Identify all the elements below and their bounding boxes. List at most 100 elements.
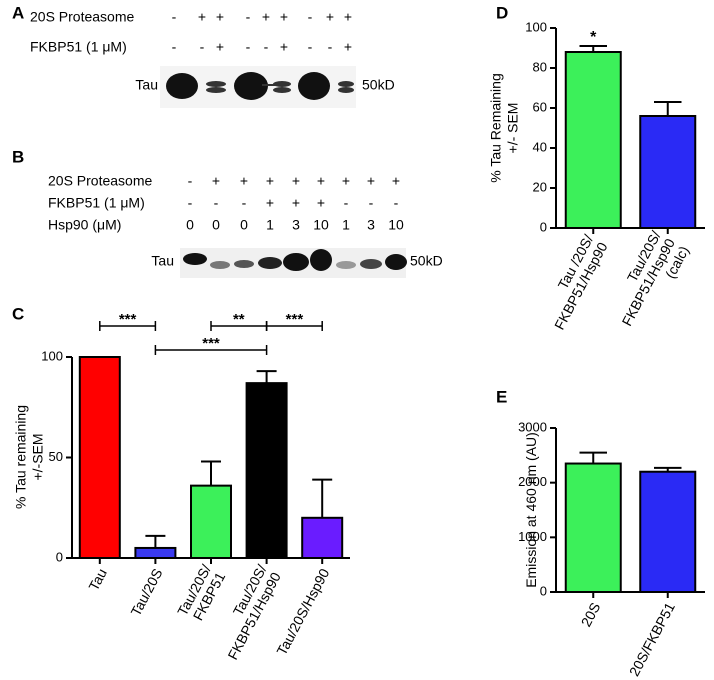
- row-cell: -: [200, 39, 205, 55]
- band-label: Tau: [135, 77, 158, 93]
- row-cell: -: [328, 39, 333, 55]
- x-tick-label: Tau /20S/FKBP51/Hsp90: [537, 232, 611, 332]
- significance: ***: [119, 311, 137, 328]
- row-cell: +: [216, 39, 224, 55]
- y-tick-label: 3000: [518, 419, 547, 434]
- row-cell: +: [198, 9, 206, 25]
- y-tick-label: 40: [533, 139, 547, 154]
- row-cell: -: [308, 39, 313, 55]
- row-label: FKBP51 (1 μM): [48, 195, 145, 211]
- row-cell: +: [392, 173, 400, 189]
- row-cell: 3: [367, 217, 375, 233]
- row-label: 20S Proteasome: [30, 9, 134, 25]
- row-cell: -: [394, 195, 399, 211]
- y-axis-label-line: % Tau Remaining: [487, 73, 503, 182]
- panel-label: E: [496, 387, 507, 406]
- row-cell: +: [292, 195, 300, 211]
- row-cell: +: [262, 9, 270, 25]
- row-cell: +: [240, 173, 248, 189]
- y-tick-label: 1000: [518, 529, 547, 544]
- row-cell: -: [264, 39, 269, 55]
- x-tick-label: 20S: [577, 600, 603, 630]
- row-cell: 1: [266, 217, 274, 233]
- bar: [564, 51, 622, 229]
- row-cell: -: [188, 173, 193, 189]
- row-label: Hsp90 (μM): [48, 217, 121, 233]
- panel-label: B: [12, 147, 24, 166]
- row-cell: +: [266, 195, 274, 211]
- row-cell: 1: [342, 217, 350, 233]
- row-cell: 0: [212, 217, 220, 233]
- panel-label: C: [12, 304, 24, 323]
- row-cell: -: [308, 9, 313, 25]
- row-cell: +: [280, 39, 288, 55]
- row-cell: +: [317, 173, 325, 189]
- y-tick-label: 80: [533, 59, 547, 74]
- x-tick-label: Tau/20S/FKBP51/Hsp90(calc): [604, 228, 692, 336]
- x-tick-label-line: 20S/FKBP51: [626, 599, 678, 678]
- row-cell: -: [246, 39, 251, 55]
- row-cell: -: [369, 195, 374, 211]
- row-cell: +: [280, 9, 288, 25]
- y-axis-label: % Tau Remaining+/- SEM: [487, 73, 520, 182]
- row-cell: 0: [240, 217, 248, 233]
- bar: [564, 462, 622, 593]
- y-axis-label-line: % Tau remaining: [12, 405, 28, 509]
- row-cell: +: [344, 39, 352, 55]
- row-cell: -: [242, 195, 247, 211]
- row-cell: +: [367, 173, 375, 189]
- row-cell: 3: [292, 217, 300, 233]
- significance: *: [590, 29, 597, 46]
- bar: [134, 546, 177, 560]
- row-cell: -: [214, 195, 219, 211]
- row-label: 20S Proteasome: [48, 173, 152, 189]
- y-axis-label-line: +/-SEM: [29, 433, 45, 480]
- row-cell: +: [317, 195, 325, 211]
- bar: [245, 382, 288, 559]
- row-cell: +: [326, 9, 334, 25]
- y-tick-label: 100: [41, 348, 63, 363]
- panel-label: A: [12, 3, 24, 22]
- row-cell: -: [172, 9, 177, 25]
- significance: ***: [286, 311, 304, 328]
- row-cell: +: [342, 173, 350, 189]
- y-tick-label: 0: [540, 219, 547, 234]
- y-tick-label: 0: [56, 549, 63, 564]
- x-tick-label: Tau/20S: [127, 566, 165, 619]
- row-cell: 0: [186, 217, 194, 233]
- x-tick-label-line: Tau: [85, 566, 110, 593]
- bar: [639, 115, 697, 229]
- x-tick-label: Tau: [85, 566, 110, 593]
- row-cell: 10: [388, 217, 404, 233]
- panel-label: D: [496, 3, 508, 22]
- row-cell: 10: [313, 217, 329, 233]
- row-cell: -: [344, 195, 349, 211]
- bar: [301, 516, 344, 559]
- significance: ***: [202, 335, 220, 352]
- y-tick-label: 20: [533, 179, 547, 194]
- x-tick-label: Tau/20S/FKBP51: [174, 562, 228, 626]
- row-cell: -: [246, 9, 251, 25]
- bar: [190, 484, 232, 560]
- bar: [639, 470, 697, 594]
- y-tick-label: 2000: [518, 474, 547, 489]
- y-axis-label: % Tau remaining+/-SEM: [12, 405, 45, 509]
- blot-b-image: [180, 248, 407, 278]
- band-label: Tau: [151, 253, 174, 269]
- x-tick-label-line: Tau/20S: [127, 566, 165, 619]
- y-tick-label: 60: [533, 99, 547, 114]
- y-axis-label: Emission at 460 nm (AU): [523, 432, 539, 588]
- row-cell: +: [216, 9, 224, 25]
- y-axis-label-line: Emission at 460 nm (AU): [523, 432, 539, 588]
- y-tick-label: 50: [49, 449, 63, 464]
- y-tick-label: 100: [525, 19, 547, 34]
- row-cell: +: [344, 9, 352, 25]
- row-cell: +: [212, 173, 220, 189]
- blot-a-image: [160, 66, 356, 108]
- y-axis-label-line: +/- SEM: [504, 103, 520, 154]
- x-tick-label: 20S/FKBP51: [626, 599, 678, 678]
- row-cell: -: [188, 195, 193, 211]
- y-tick-label: 0: [540, 583, 547, 598]
- row-cell: +: [292, 173, 300, 189]
